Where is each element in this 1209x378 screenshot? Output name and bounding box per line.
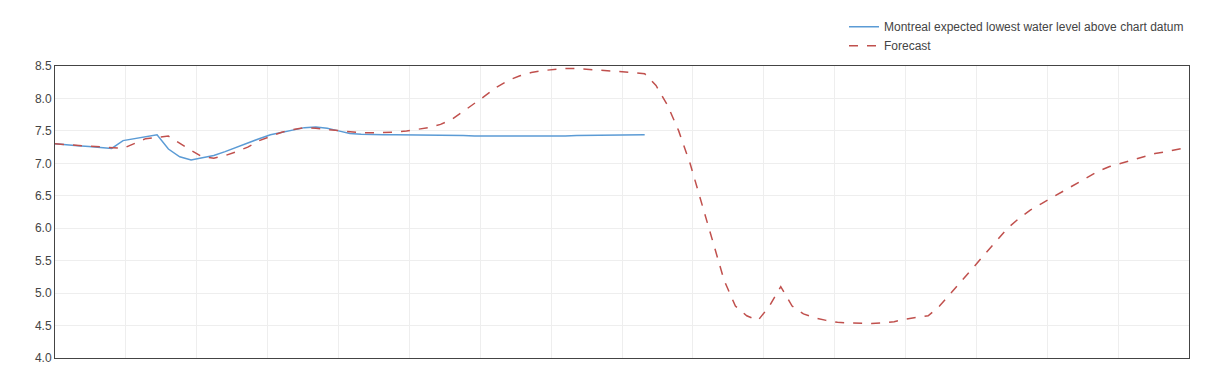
- svg-text:6.0: 6.0: [35, 221, 52, 235]
- svg-text:4.0: 4.0: [35, 351, 52, 365]
- svg-text:5.5: 5.5: [35, 254, 52, 268]
- svg-text:4.5: 4.5: [35, 319, 52, 333]
- svg-text:5.0: 5.0: [35, 286, 52, 300]
- svg-text:7.0: 7.0: [35, 157, 52, 171]
- svg-text:8.5: 8.5: [35, 59, 52, 73]
- svg-text:Montreal expected lowest water: Montreal expected lowest water level abo…: [884, 20, 1184, 34]
- svg-text:Forecast: Forecast: [884, 39, 931, 53]
- svg-text:6.5: 6.5: [35, 189, 52, 203]
- svg-text:7.5: 7.5: [35, 124, 52, 138]
- svg-text:8.0: 8.0: [35, 92, 52, 106]
